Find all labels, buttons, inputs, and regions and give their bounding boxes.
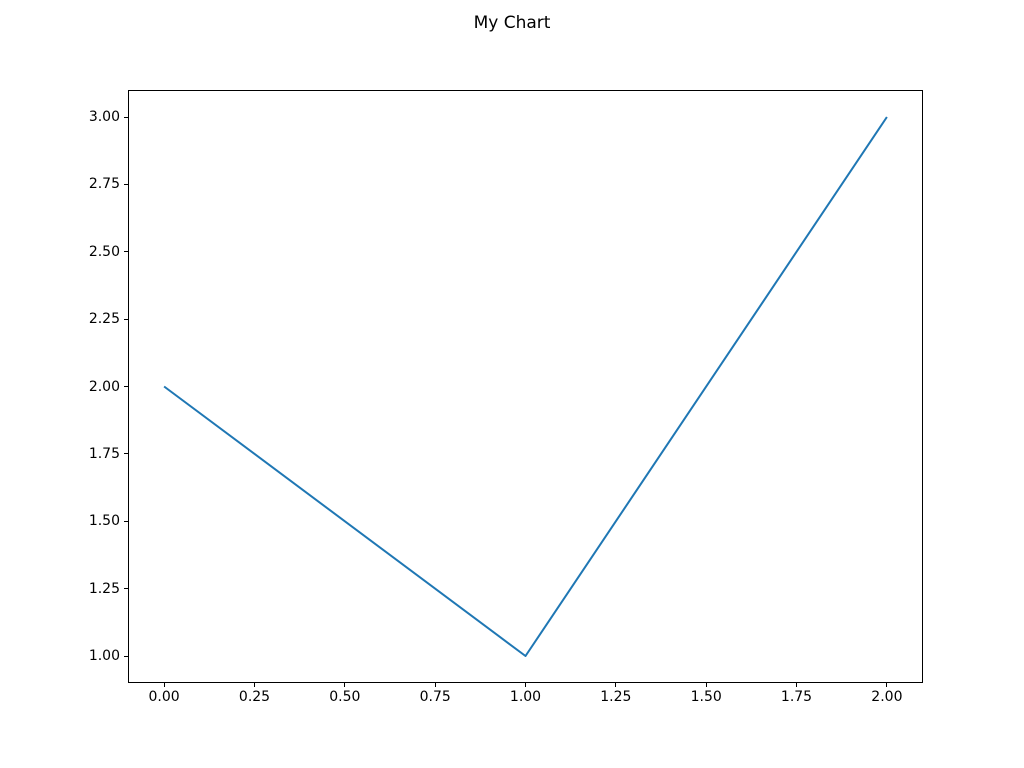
x-tick-label: 1.25 (600, 689, 632, 705)
x-tick-mark (344, 683, 346, 687)
y-tick-label: 1.50 (88, 513, 120, 530)
y-tick-label: 1.00 (88, 648, 120, 664)
y-tick-mark (124, 386, 128, 387)
y-tick-label: 2.25 (88, 311, 120, 328)
y-tick-label: 2.75 (88, 176, 120, 193)
x-tick-mark (796, 683, 797, 687)
line-series (163, 116, 888, 657)
x-tick-label: 0.50 (329, 689, 361, 705)
x-tick-mark (434, 683, 436, 687)
y-tick-label: 1.75 (88, 445, 120, 462)
y-tick-label: 1.25 (88, 580, 120, 597)
x-tick-label: 2.00 (871, 689, 903, 705)
y-tick-label: 2.00 (88, 378, 120, 395)
y-tick-mark (124, 318, 128, 320)
x-tick-mark (163, 683, 165, 687)
y-tick-mark (124, 588, 128, 590)
y-tick-label: 2.50 (88, 243, 120, 260)
x-tick-mark (886, 683, 888, 687)
y-tick-mark (124, 251, 128, 253)
plot-area (128, 90, 923, 683)
x-tick-label: 1.75 (780, 689, 813, 705)
y-tick-label: 3.00 (88, 109, 120, 125)
x-tick-mark (254, 683, 255, 687)
y-tick-mark (124, 453, 128, 455)
x-tick-label: 0.25 (238, 689, 271, 705)
x-tick-mark (615, 683, 617, 687)
axes-spines (128, 90, 923, 683)
chart-title: My Chart (473, 13, 551, 33)
y-tick-mark (124, 520, 128, 522)
x-tick-label: 1.50 (690, 689, 722, 705)
y-tick-mark (124, 655, 128, 657)
y-tick-mark (124, 116, 128, 118)
y-tick-mark (124, 183, 128, 185)
x-tick-mark (525, 683, 526, 687)
x-tick-label: 0.00 (148, 689, 180, 705)
x-tick-mark (705, 683, 707, 687)
x-tick-label: 1.00 (509, 689, 542, 705)
x-tick-label: 0.75 (419, 689, 451, 705)
